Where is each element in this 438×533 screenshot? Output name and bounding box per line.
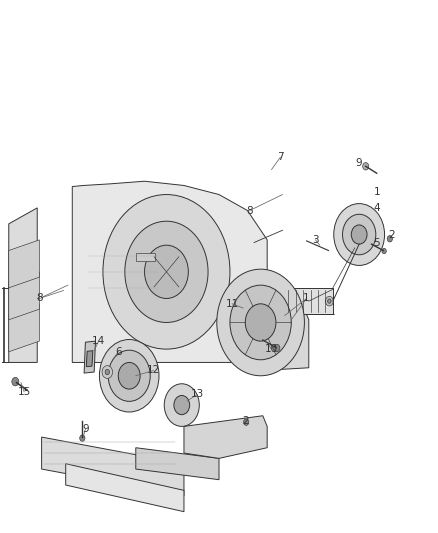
Circle shape xyxy=(230,285,291,360)
Text: 2: 2 xyxy=(389,230,396,239)
Circle shape xyxy=(108,350,150,401)
Polygon shape xyxy=(136,253,155,261)
Circle shape xyxy=(245,304,276,341)
Text: 11: 11 xyxy=(226,299,239,309)
Text: 9: 9 xyxy=(356,158,363,167)
Text: 2: 2 xyxy=(242,416,249,426)
Circle shape xyxy=(217,269,304,376)
Circle shape xyxy=(328,299,331,303)
Circle shape xyxy=(255,329,271,348)
Polygon shape xyxy=(86,351,93,367)
Circle shape xyxy=(105,369,110,375)
Polygon shape xyxy=(136,448,219,480)
Polygon shape xyxy=(256,314,309,370)
Circle shape xyxy=(80,435,85,441)
Circle shape xyxy=(284,299,288,303)
Text: 1: 1 xyxy=(373,187,380,197)
Circle shape xyxy=(274,344,280,352)
Circle shape xyxy=(387,236,392,242)
Circle shape xyxy=(250,322,276,354)
Polygon shape xyxy=(9,304,39,352)
Polygon shape xyxy=(184,416,267,458)
Text: 4: 4 xyxy=(373,203,380,213)
Circle shape xyxy=(125,221,208,322)
Circle shape xyxy=(244,419,249,425)
Polygon shape xyxy=(84,341,95,373)
Polygon shape xyxy=(283,288,333,314)
Text: 9: 9 xyxy=(82,424,89,434)
Circle shape xyxy=(145,245,188,298)
Circle shape xyxy=(363,163,369,170)
Circle shape xyxy=(325,296,333,306)
Polygon shape xyxy=(9,240,39,288)
Text: 8: 8 xyxy=(36,294,43,303)
Text: 10: 10 xyxy=(265,344,278,354)
Circle shape xyxy=(343,214,376,255)
Text: 12: 12 xyxy=(147,366,160,375)
Text: 5: 5 xyxy=(373,238,380,247)
Polygon shape xyxy=(9,208,37,362)
Circle shape xyxy=(282,296,290,306)
Circle shape xyxy=(164,384,199,426)
Text: 8: 8 xyxy=(246,206,253,215)
Circle shape xyxy=(334,204,385,265)
Text: 14: 14 xyxy=(92,336,105,346)
Circle shape xyxy=(174,395,190,415)
Polygon shape xyxy=(42,437,184,496)
Polygon shape xyxy=(66,464,184,512)
Text: 15: 15 xyxy=(18,387,31,397)
Text: 1: 1 xyxy=(303,294,310,303)
Text: 13: 13 xyxy=(191,390,204,399)
Polygon shape xyxy=(72,181,267,362)
Circle shape xyxy=(103,195,230,349)
Text: 3: 3 xyxy=(312,235,319,245)
Text: 6: 6 xyxy=(115,347,122,357)
Circle shape xyxy=(118,362,140,389)
Polygon shape xyxy=(9,272,39,320)
Circle shape xyxy=(382,248,386,254)
Circle shape xyxy=(351,225,367,244)
Circle shape xyxy=(99,340,159,412)
Circle shape xyxy=(102,366,113,378)
Text: 7: 7 xyxy=(277,152,284,162)
Circle shape xyxy=(12,377,19,386)
